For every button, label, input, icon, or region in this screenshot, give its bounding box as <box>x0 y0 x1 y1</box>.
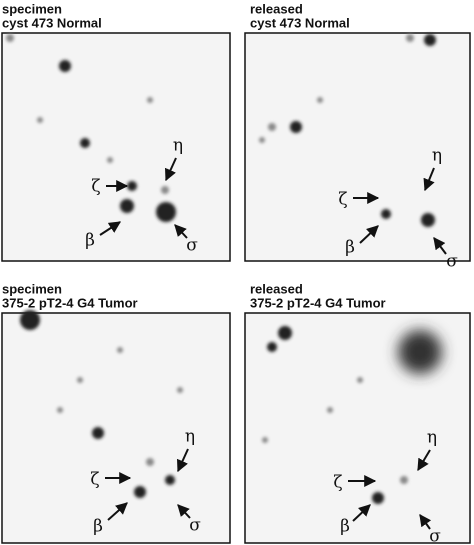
arrow <box>177 504 191 519</box>
spot <box>327 407 333 413</box>
spot <box>156 202 176 222</box>
spot <box>120 199 134 213</box>
spot-label: β <box>345 238 355 258</box>
spot <box>77 377 83 383</box>
spot <box>134 486 146 498</box>
spot <box>147 97 153 103</box>
spot <box>161 186 169 194</box>
spot <box>262 437 268 443</box>
spot <box>290 121 302 133</box>
arrow <box>99 221 122 236</box>
panel-subtitle: 375-2 pT2-4 G4 Tumor <box>2 295 138 310</box>
spot <box>406 34 414 42</box>
spot <box>372 492 384 504</box>
arrow <box>417 449 431 472</box>
spot <box>421 213 435 227</box>
spot <box>357 377 363 383</box>
arrow <box>419 514 432 530</box>
panel-title: released <box>250 1 303 16</box>
spot <box>177 387 183 393</box>
panel-title: released <box>250 281 303 296</box>
spot <box>259 137 265 143</box>
spot <box>317 97 323 103</box>
spot-label: η <box>185 427 195 447</box>
spot-label: η <box>427 428 437 448</box>
panel-title: specimen <box>2 281 62 296</box>
spot <box>398 330 442 374</box>
spot-label: ζ <box>333 473 342 493</box>
panel-title: specimen <box>2 1 62 16</box>
gel-image <box>1 312 231 544</box>
spot <box>381 209 391 219</box>
arrow <box>423 167 435 192</box>
spot-label: β <box>93 517 103 537</box>
spot <box>400 476 408 484</box>
arrow <box>165 157 177 182</box>
gel-image <box>1 32 231 262</box>
arrow <box>107 502 128 521</box>
spot <box>165 475 175 485</box>
spot <box>80 138 90 148</box>
spot-label: η <box>173 136 183 156</box>
spot-label: σ <box>446 252 458 272</box>
spot <box>278 326 292 340</box>
spot <box>20 310 40 330</box>
spot-label: σ <box>429 527 441 545</box>
arrow <box>174 224 188 239</box>
panel-subtitle: 375-2 pT2-4 G4 Tumor <box>250 295 386 310</box>
spot <box>6 34 14 42</box>
spot <box>37 117 43 123</box>
panel-subtitle: cyst 473 Normal <box>2 15 102 30</box>
arrow <box>352 504 371 522</box>
spot <box>424 34 436 46</box>
spot <box>59 60 71 72</box>
spot-label: σ <box>186 236 198 256</box>
arrow <box>433 237 447 255</box>
arrow <box>359 225 379 244</box>
arrow <box>177 448 189 473</box>
spot <box>146 458 154 466</box>
spot-label: ζ <box>338 190 347 210</box>
spot <box>92 427 104 439</box>
spot <box>57 407 63 413</box>
panel-subtitle: cyst 473 Normal <box>250 15 350 30</box>
spot <box>117 347 123 353</box>
spot-label: β <box>340 517 350 537</box>
spot-label: σ <box>189 516 201 536</box>
spot <box>107 157 113 163</box>
spot-label: ζ <box>91 177 100 197</box>
spot-label: β <box>85 231 95 251</box>
spot <box>267 342 277 352</box>
spot-label: ζ <box>90 470 99 490</box>
spot <box>127 181 137 191</box>
spot <box>268 123 276 131</box>
spot-label: η <box>432 146 442 166</box>
